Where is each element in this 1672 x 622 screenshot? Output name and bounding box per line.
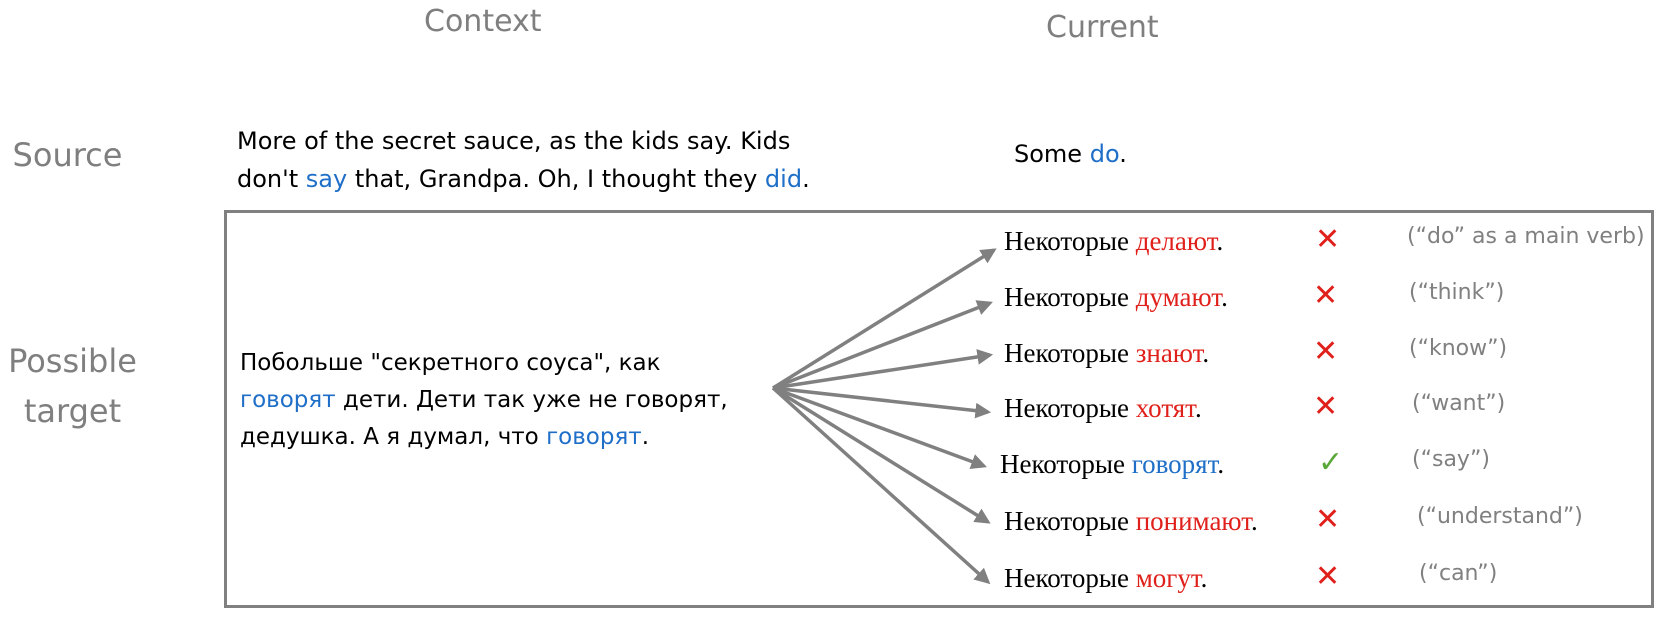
candidate-gloss: (“know”): [1409, 336, 1508, 361]
source-context-line1: More of the secret sauce, as the kids sa…: [237, 127, 791, 155]
cross-icon: ✕: [1315, 222, 1341, 257]
candidate-verb: понимают: [1135, 506, 1252, 536]
candidate-translation: Некоторые могут.: [1004, 563, 1207, 594]
candidate-verb: знают: [1135, 338, 1203, 368]
cross-icon: ✕: [1313, 389, 1339, 424]
source-text: .: [802, 165, 810, 193]
cross-icon: ✕: [1313, 278, 1339, 313]
candidate-prefix: Некоторые: [1004, 226, 1136, 256]
candidate-prefix: Некоторые: [1000, 449, 1132, 479]
candidate-translation: Некоторые делают.: [1004, 226, 1223, 257]
candidate-suffix: .: [1216, 226, 1224, 256]
source-context-line2: don't say that, Grandpa. Oh, I thought t…: [237, 160, 810, 198]
source-context: More of the secret sauce, as the kids sa…: [237, 122, 810, 198]
candidate-translation: Некоторые понимают.: [1004, 506, 1258, 537]
header-context: Context: [424, 4, 542, 39]
candidate-prefix: Некоторые: [1004, 338, 1136, 368]
candidate-gloss: (“understand”): [1417, 504, 1583, 529]
target-context-line3: дедушка. А я думал, что говорят.: [240, 419, 728, 456]
source-highlight-do: do: [1089, 140, 1120, 168]
source-current-text: .: [1119, 140, 1127, 168]
row-label-target-line1: Possible: [8, 342, 137, 380]
candidate-suffix: .: [1221, 282, 1228, 312]
row-label-possible-target: Possible target: [0, 336, 145, 436]
candidate-suffix: .: [1217, 449, 1225, 479]
source-text: don't: [237, 165, 306, 193]
candidate-gloss: (“say”): [1412, 447, 1490, 472]
arrow-6: [771, 386, 991, 585]
arrow-5: [772, 386, 991, 524]
candidate-gloss: (“do” as a main verb): [1407, 224, 1645, 249]
cross-icon: ✕: [1313, 334, 1339, 369]
candidate-verb: думают: [1135, 282, 1222, 312]
header-current: Current: [1046, 10, 1159, 45]
arrow-1: [772, 300, 993, 390]
source-highlight-say: say: [305, 165, 348, 193]
arrow-4: [772, 386, 987, 470]
candidate-gloss: (“want”): [1412, 391, 1506, 416]
candidate-prefix: Некоторые: [1004, 506, 1136, 536]
candidate-translation: Некоторые знают.: [1004, 338, 1209, 369]
candidate-suffix: .: [1202, 338, 1210, 368]
source-current: Some do.: [1014, 135, 1127, 173]
target-highlight: говорят: [546, 424, 642, 450]
cross-icon: ✕: [1315, 559, 1341, 594]
target-text: .: [641, 424, 650, 450]
target-text: дети. Дети так уже не говорят,: [335, 387, 728, 413]
row-label-target-line2: target: [23, 392, 122, 430]
candidate-verb: могут: [1135, 563, 1201, 593]
candidate-gloss: (“think”): [1409, 280, 1505, 305]
source-current-text: Some: [1014, 140, 1090, 168]
candidate-suffix: .: [1200, 563, 1208, 593]
arrow-3: [772, 386, 992, 419]
possible-target-box: [224, 210, 1654, 608]
target-context: Побольше "секретного соуса", как говорят…: [240, 345, 728, 456]
candidate-suffix: .: [1251, 506, 1258, 536]
candidate-verb: хотят: [1135, 393, 1195, 423]
candidate-suffix: .: [1194, 393, 1202, 423]
source-highlight-did: did: [764, 165, 803, 193]
target-context-line2: говорят дети. Дети так уже не говорят,: [240, 382, 728, 419]
target-context-line1: Побольше "секретного соуса", как: [240, 350, 661, 376]
candidate-translation: Некоторые хотят.: [1004, 393, 1202, 424]
candidate-prefix: Некоторые: [1004, 563, 1136, 593]
candidate-translation: Некоторые думают.: [1004, 282, 1228, 313]
candidate-prefix: Некоторые: [1004, 282, 1136, 312]
target-text: дедушка. А я думал, что: [240, 424, 547, 450]
row-label-source: Source: [12, 136, 123, 174]
candidate-verb: говорят: [1131, 449, 1218, 479]
candidate-gloss: (“can”): [1419, 561, 1498, 586]
candidate-prefix: Некоторые: [1004, 393, 1136, 423]
arrow-2: [772, 349, 994, 390]
candidate-verb: делают: [1135, 226, 1217, 256]
candidate-translation: Некоторые говорят.: [1000, 449, 1224, 480]
source-text: that, Grandpa. Oh, I thought they: [347, 165, 765, 193]
check-icon: ✓: [1318, 445, 1344, 480]
arrow-0: [772, 248, 997, 390]
cross-icon: ✕: [1315, 502, 1341, 537]
target-highlight: говорят: [240, 387, 336, 413]
